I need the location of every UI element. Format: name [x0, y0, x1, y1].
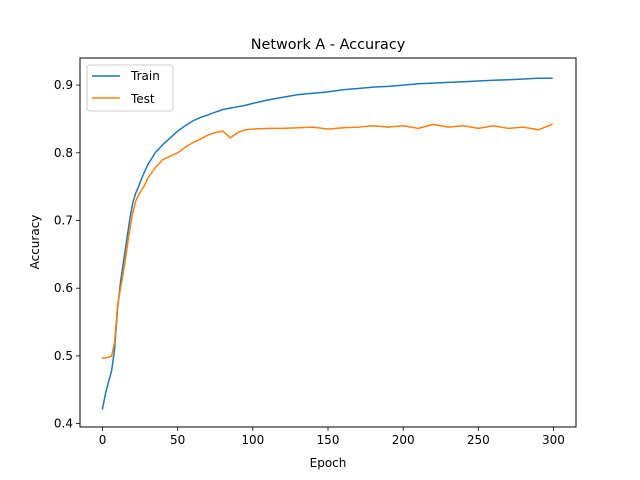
x-tick-label: 150	[317, 433, 340, 447]
y-tick-label: 0.8	[54, 146, 73, 160]
y-tick-label: 0.4	[54, 417, 73, 431]
legend-label-test: Test	[130, 92, 155, 106]
x-axis: 0 50 100 150 200 250 300	[99, 427, 565, 447]
series-line-test	[101, 123, 553, 359]
x-tick-label: 300	[542, 433, 565, 447]
y-axis-title: Accuracy	[28, 215, 42, 270]
y-axis: 0.4 0.5 0.6 0.7 0.8 0.9	[54, 78, 80, 431]
x-tick-label: 200	[392, 433, 415, 447]
series-layer	[101, 77, 553, 410]
chart-title: Network A - Accuracy	[251, 37, 406, 53]
x-tick-label: 250	[467, 433, 490, 447]
legend-frame	[86, 64, 174, 112]
y-tick-label: 0.7	[54, 213, 73, 227]
x-tick-label: 50	[170, 433, 185, 447]
x-tick-label: 100	[241, 433, 264, 447]
series-line-train	[101, 77, 553, 410]
x-axis-title: Epoch	[310, 456, 347, 470]
y-tick-label: 0.5	[54, 349, 73, 363]
x-tick-label: 0	[99, 433, 107, 447]
legend-label-train: Train	[130, 69, 160, 83]
y-tick-label: 0.6	[54, 281, 73, 295]
legend: Train Test	[86, 64, 174, 112]
y-tick-label: 0.9	[54, 78, 73, 92]
